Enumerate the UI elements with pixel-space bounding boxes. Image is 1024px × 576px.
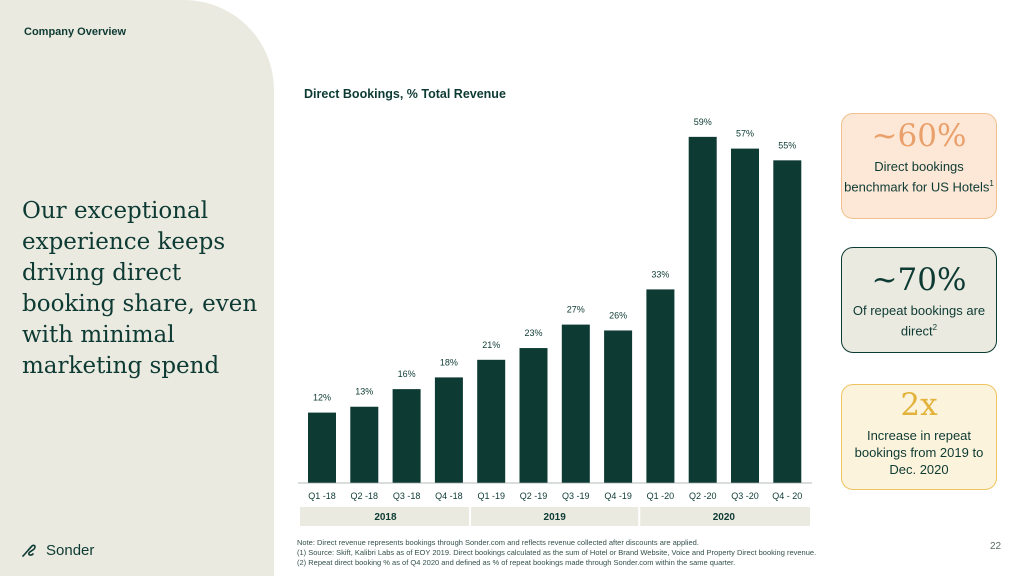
x-tick-label-1: Q1 -18 [308,491,336,501]
x-tick-label-9: Q1 -20 [647,491,675,501]
logo-text: Sonder [46,542,95,559]
bar-12 [773,160,802,484]
data-label-7: 27% [567,305,585,315]
section-label: Company Overview [24,26,127,38]
callout-footnote-ref: 2 [932,323,938,332]
year-label-2018: 2018 [374,512,397,523]
data-label-1: 12% [313,393,331,403]
data-label-9: 33% [651,269,669,279]
x-tick-label-12: Q4 - 20 [772,491,802,501]
x-tick-label-8: Q4 -19 [604,491,632,501]
x-tick-label-7: Q3 -19 [562,491,590,501]
bar-11 [731,148,759,483]
year-label-2019: 2019 [544,512,567,523]
data-label-6: 23% [524,328,542,338]
callout-text-main: Of repeat bookings are direct [852,303,986,339]
data-label-3: 16% [398,369,416,379]
callout-footnote-ref: 1 [989,179,994,188]
callout-value: ~60% [871,118,967,154]
footnote-2: (2) Repeat direct booking % as of Q4 202… [297,558,736,567]
bar-9 [646,289,675,483]
callout-text: Direct bookings benchmark for US Hotels1 [842,158,996,195]
callout-text-main: Increase in repeat bookings from 2019 to… [854,428,984,477]
data-label-2: 13% [355,387,373,397]
data-label-4: 18% [440,357,458,367]
bar-10 [688,136,717,483]
x-tick-label-2: Q2 -18 [351,491,379,501]
data-label-11: 57% [736,129,754,139]
footnotes: Note: Direct revenue represents bookings… [297,538,816,568]
bar-8 [604,330,633,483]
bar-2 [350,406,379,483]
data-label-12: 55% [778,140,796,150]
bar-chart: 12% Q1 -18 13% Q2 -18 16% Q3 -18 18% Q4 -18 21% Q… [298,117,812,526]
x-tick-label-6: Q2 -19 [520,491,548,501]
callout-repeat-growth: 2x Increase in repeat bookings from 2019… [841,384,997,490]
data-label-8: 26% [609,310,627,320]
callout-text: Increase in repeat bookings from 2019 to… [842,427,996,478]
left-panel [0,0,274,576]
callout-value: 2x [900,387,938,423]
callout-hotel-benchmark: ~60% Direct bookings benchmark for US Ho… [841,113,997,219]
data-label-5: 21% [482,340,500,350]
bar-7 [561,324,590,483]
bar-6 [519,348,548,483]
callout-value: ~70% [871,262,967,298]
bar-3 [392,389,421,483]
bar-5 [477,359,506,483]
sonder-logo-icon [22,544,36,557]
callout-text: Of repeat bookings are direct2 [842,302,996,339]
x-tick-label-10: Q2 -20 [689,491,717,501]
x-tick-label-4: Q4 -18 [435,491,463,501]
sonder-logo: Sonder [20,542,94,559]
headline: Our exceptional experience keeps driving… [22,198,258,379]
footnote-1: (1) Source: Skift, Kalibri Labs as of EO… [297,548,817,557]
year-band [300,507,810,526]
footnote-note: Note: Direct revenue represents bookings… [297,538,699,547]
bar-4 [434,377,463,483]
bar-1 [308,412,336,483]
page-number: 22 [990,541,1002,552]
callout-repeat-bookings: ~70% Of repeat bookings are direct2 [841,247,997,353]
callout-text-main: Direct bookings benchmark for US Hotels [844,159,990,195]
year-label-2020: 2020 [713,512,736,523]
x-tick-label-5: Q1 -19 [477,491,505,501]
x-tick-label-3: Q3 -18 [393,491,421,501]
x-tick-label-11: Q3 -20 [731,491,759,501]
data-label-10: 59% [694,117,712,127]
chart-title: Direct Bookings, % Total Revenue [304,87,506,101]
